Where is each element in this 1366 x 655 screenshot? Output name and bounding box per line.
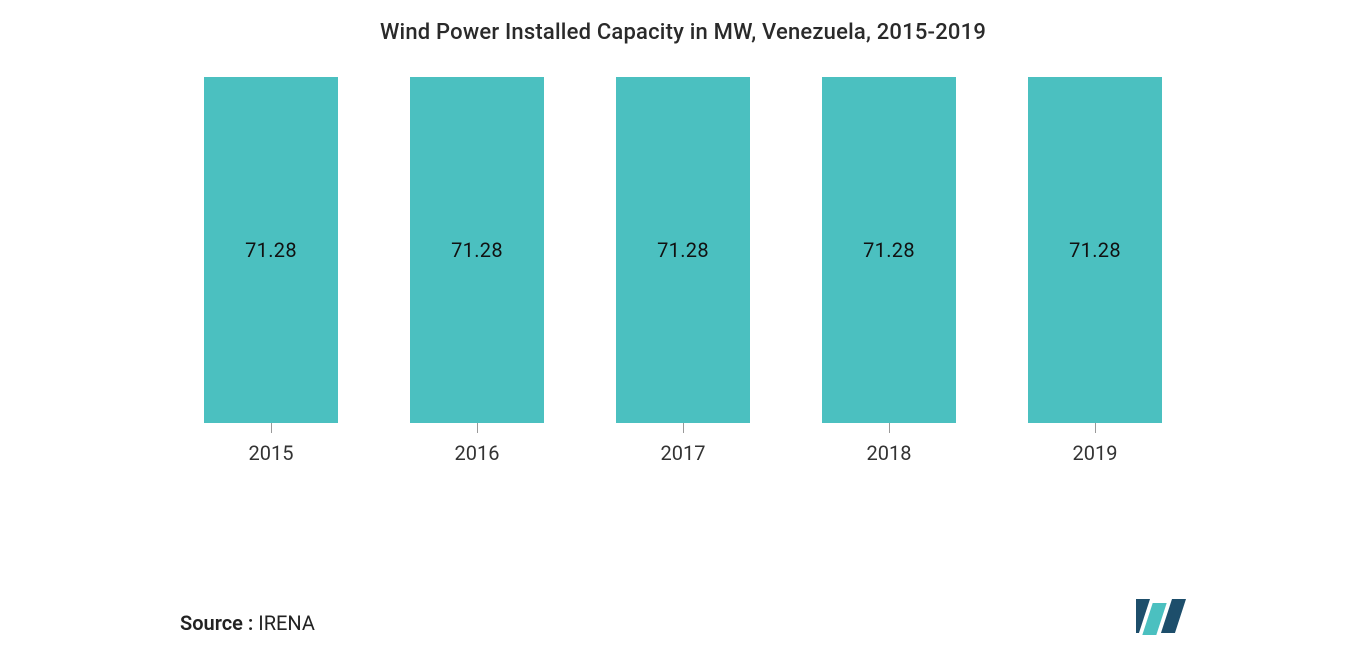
x-axis-label: 2018 <box>867 441 912 465</box>
x-tick <box>889 423 890 433</box>
bar-value-label: 71.28 <box>1069 238 1121 262</box>
bar-group: 71.28 2017 <box>615 77 751 466</box>
source-value: IRENA <box>253 611 315 635</box>
bar-group: 71.28 2015 <box>203 77 339 466</box>
bar: 71.28 <box>204 77 338 424</box>
source-attribution: Source : IRENA <box>180 611 315 635</box>
bar: 71.28 <box>410 77 544 424</box>
source-label: Source : <box>180 611 253 635</box>
x-axis-label: 2017 <box>661 441 706 465</box>
x-tick <box>683 423 684 433</box>
x-tick <box>477 423 478 433</box>
bar: 71.28 <box>1028 77 1162 424</box>
x-tick <box>271 423 272 433</box>
chart-title: Wind Power Installed Capacity in MW, Ven… <box>0 20 1366 45</box>
mordor-logo-icon <box>1136 599 1196 637</box>
x-axis-label: 2015 <box>249 441 294 465</box>
bar-group: 71.28 2019 <box>1027 77 1163 466</box>
plot-area: 71.28 2015 71.28 2016 71.28 2017 71.28 2018 71.2… <box>203 105 1163 465</box>
bar: 71.28 <box>616 77 750 424</box>
bar-value-label: 71.28 <box>245 238 297 262</box>
bar-value-label: 71.28 <box>863 238 915 262</box>
x-tick <box>1095 423 1096 433</box>
chart-container: Wind Power Installed Capacity in MW, Ven… <box>0 0 1366 655</box>
x-axis-label: 2019 <box>1073 441 1118 465</box>
bar-value-label: 71.28 <box>657 238 709 262</box>
bar: 71.28 <box>822 77 956 424</box>
bar-group: 71.28 2016 <box>409 77 545 466</box>
x-axis-label: 2016 <box>455 441 500 465</box>
bar-value-label: 71.28 <box>451 238 503 262</box>
bar-group: 71.28 2018 <box>821 77 957 466</box>
